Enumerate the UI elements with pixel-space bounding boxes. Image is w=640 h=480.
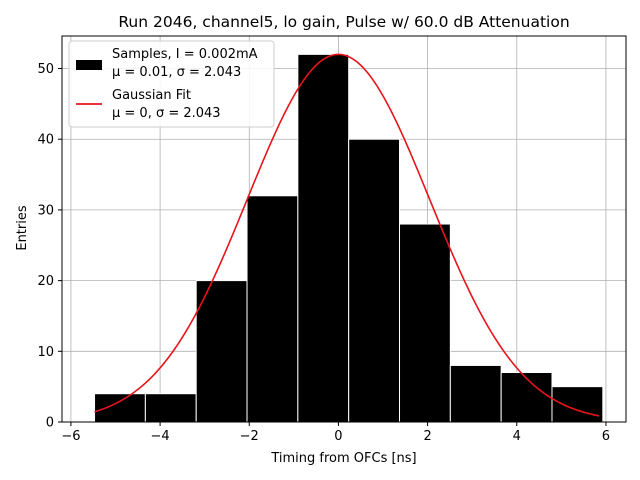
x-tick-label: −2: [240, 429, 259, 444]
histogram-bar: [449, 364, 502, 423]
y-tick-label: 0: [46, 416, 54, 431]
legend-fit-label: Gaussian Fit: [112, 88, 191, 103]
legend-fit-stats: μ = 0, σ = 2.043: [112, 106, 221, 121]
gaussian-fit-line: [94, 53, 600, 417]
histogram-bar: [297, 53, 350, 423]
x-tick-label: 2: [423, 429, 431, 444]
y-axis-label: Entries: [15, 205, 30, 251]
chart-title: Run 2046, channel5, lo gain, Pulse w/ 60…: [118, 13, 569, 31]
histogram-bars: [94, 53, 604, 423]
x-tick-label: −6: [61, 429, 80, 444]
histogram-bar: [246, 195, 299, 423]
legend-samples-label: Samples, I = 0.002mA: [112, 47, 258, 62]
y-tick-label: 40: [37, 133, 54, 148]
y-tick-label: 20: [37, 274, 54, 289]
legend-frame: [68, 40, 275, 128]
tick-labels: −6 −4 −2 0 2 4 6 0 10 20 30 40 50: [37, 62, 610, 444]
legend-samples-stats: μ = 0.01, σ = 2.043: [112, 65, 241, 80]
axes: [58, 35, 627, 426]
y-tick-label: 30: [37, 203, 54, 218]
x-tick-label: 6: [602, 429, 610, 444]
x-tick-label: 0: [334, 429, 342, 444]
histogram-bar: [348, 138, 401, 423]
histogram-bar: [399, 223, 451, 423]
histogram-bar: [94, 393, 146, 423]
legend-samples-swatch: [76, 60, 102, 70]
histogram-bar: [500, 372, 553, 423]
histogram-bar: [195, 280, 248, 423]
plot-frame: [61, 35, 627, 423]
y-tick-label: 10: [37, 345, 54, 360]
x-tick-label: −4: [151, 429, 170, 444]
x-axis-label: Timing from OFCs [ns]: [270, 451, 416, 466]
gaussian-fit: [94, 53, 600, 417]
x-tick-label: 4: [513, 429, 521, 444]
histogram-bar: [144, 393, 197, 423]
legend: Samples, I = 0.002mA μ = 0.01, σ = 2.043…: [68, 40, 275, 128]
histogram-bar: [551, 386, 604, 423]
y-tick-label: 50: [37, 62, 54, 77]
